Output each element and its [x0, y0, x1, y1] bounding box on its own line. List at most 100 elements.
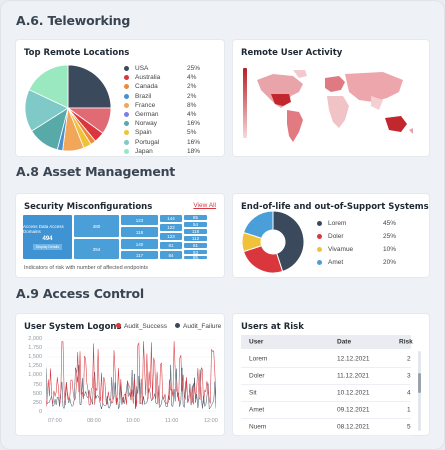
legend-label: Audit_Failure — [183, 323, 222, 330]
treemap-tile[interactable]: 54 — [184, 222, 207, 227]
treemap-tile[interactable]: 140 — [121, 239, 158, 249]
legend-item: Portugal — [124, 138, 159, 147]
treemap-main-label: Access Data Access Domains — [23, 224, 64, 234]
pie-slice[interactable] — [67, 64, 112, 109]
legend-value: 4% — [187, 74, 197, 82]
treemap-tile[interactable]: 81 — [184, 243, 207, 248]
legend-label: Norway — [135, 120, 158, 128]
section-title-teleworking: A.6. Teleworking — [16, 13, 131, 28]
legend-marker — [317, 247, 322, 252]
legend-label: France — [135, 101, 156, 109]
legend-item: Vivamue — [317, 245, 353, 254]
legend-item: Canada — [124, 82, 158, 91]
donut-slice[interactable] — [272, 210, 305, 273]
top-remote-locations-card: Top Remote Locations USA 25% Australia 4% Ca… — [16, 40, 224, 156]
legend-label: USA — [135, 65, 149, 72]
donut-slice[interactable] — [242, 210, 274, 239]
card-title: User System Logons — [24, 322, 122, 332]
treemap-tile[interactable]: 118 — [184, 229, 207, 234]
legend-label: Vivamue — [328, 246, 354, 253]
table-cell: 5 — [407, 423, 411, 431]
legend-value: 25% — [383, 233, 397, 240]
column-header-user[interactable]: User — [249, 338, 264, 346]
treemap-tile[interactable]: 122 — [160, 224, 182, 231]
table-cell: 09.12.2021 — [337, 406, 370, 414]
logons-legend: Audit_Success Audit_Failure — [116, 323, 221, 330]
table-cell: 12.12.2021 — [337, 355, 370, 363]
card-title: Users at Risk — [241, 322, 304, 332]
treemap-tile[interactable]: 394 — [74, 239, 119, 259]
legend-item: Lorem — [317, 219, 346, 228]
legend-label: Audit_Success — [124, 323, 167, 330]
legend-item: Norway — [124, 119, 157, 128]
legend-value: 25% — [187, 65, 201, 72]
legend-item: Doler — [317, 232, 344, 241]
treemap-tile[interactable]: 123 — [121, 215, 158, 225]
users-at-risk-card: Users at Risk User Date Risk Lorem 12.12.… — [233, 314, 429, 436]
y-tick-label: 1,250 — [28, 363, 42, 370]
column-header-risk[interactable]: Risk — [399, 338, 413, 346]
legend-label: Portugal — [135, 138, 160, 146]
legend-label: Doler — [328, 233, 344, 240]
scrollbar-thumb[interactable] — [418, 373, 421, 393]
legend-item: German — [124, 110, 158, 119]
treemap-tile[interactable]: 117 — [121, 251, 158, 259]
legend-item: Australia — [124, 73, 160, 82]
treemap-main-tile[interactable]: Access Data Access Domains 494 Display D… — [23, 215, 72, 259]
legend-marker — [124, 139, 129, 145]
legend-item: Spain — [124, 128, 152, 137]
legend-marker — [124, 130, 129, 136]
legend-item: USA — [124, 64, 148, 73]
treemap-tile[interactable]: 81 — [160, 242, 182, 249]
legend-label: Brazil — [135, 92, 152, 100]
legend-value: 16% — [187, 138, 201, 146]
legend-label: Amet — [328, 259, 344, 266]
y-tick-label: 1,500 — [28, 354, 42, 361]
view-all-link[interactable]: View All — [193, 202, 216, 209]
treemap-tile[interactable]: 480 — [74, 215, 119, 237]
legend-marker — [317, 221, 322, 226]
table-row[interactable]: Doler 11.12.2021 3 — [241, 368, 411, 385]
treemap-tile[interactable]: 123 — [160, 233, 182, 240]
x-tick-label: 08:00 — [87, 418, 101, 424]
treemap-tile[interactable]: 118 — [121, 227, 158, 237]
table-cell: 11.12.2021 — [337, 372, 370, 380]
logons-line-chart — [46, 339, 216, 412]
column-header-date[interactable]: Date — [337, 338, 352, 346]
treemap-tile[interactable]: 53 — [184, 250, 207, 255]
legend-marker — [124, 112, 129, 117]
table-cell: 4 — [407, 389, 411, 397]
legend-label: Lorem — [328, 220, 347, 227]
y-tick-label: 0 — [38, 408, 42, 415]
pie-slice[interactable] — [28, 64, 69, 109]
y-tick-label: 250 — [32, 399, 42, 406]
legend-item: Amet — [317, 258, 343, 267]
table-row[interactable]: Nuem 08.12.2021 5 — [241, 419, 411, 436]
legend-marker — [124, 75, 129, 81]
table-cell: Amet — [249, 406, 265, 414]
table-scrollbar[interactable] — [418, 351, 421, 431]
treemap-tile[interactable]: 85 — [184, 255, 207, 260]
legend-value: 4% — [187, 111, 197, 118]
series-line — [46, 341, 216, 407]
table-cell: Nuem — [249, 423, 267, 431]
remote-user-activity-card: Remote User Activity — [233, 40, 429, 156]
legend-value: 8% — [187, 101, 197, 109]
treemap-tile[interactable]: 112 — [184, 236, 207, 241]
end-of-life-donut-chart — [241, 210, 305, 274]
display-details-button[interactable]: Display Details — [32, 244, 63, 250]
legend-marker — [124, 102, 129, 108]
card-title: Remote User Activity — [241, 48, 343, 58]
treemap-tile[interactable]: 84 — [160, 251, 182, 259]
security-misconfigurations-card: Security Misconfigurations View All Acce… — [16, 194, 224, 277]
table-row[interactable]: Sit 10.12.2021 4 — [241, 385, 411, 402]
legend-marker — [124, 66, 129, 71]
x-tick-label: 11:00 — [165, 418, 179, 424]
treemap-tile[interactable]: 85 — [184, 215, 207, 220]
table-row[interactable]: Amet 09.12.2021 1 — [241, 402, 411, 419]
treemap-tile[interactable]: 144 — [160, 215, 182, 222]
world-map — [243, 68, 413, 142]
table-row[interactable]: Lorem 12.12.2021 2 — [241, 351, 411, 368]
legend-item-success: Audit_Success — [116, 323, 167, 330]
